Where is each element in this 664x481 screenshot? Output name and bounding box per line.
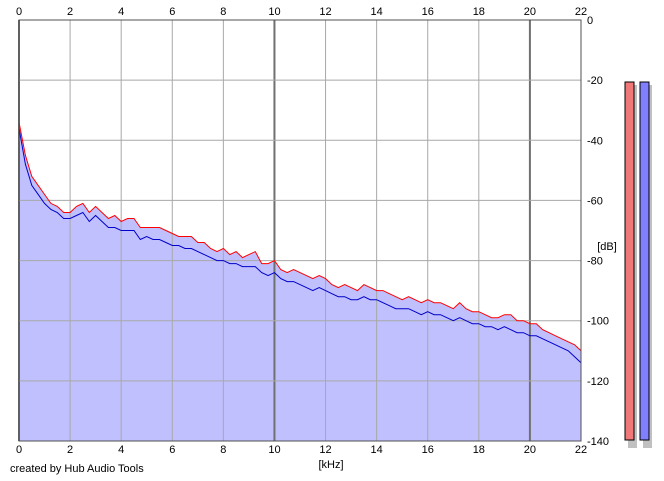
x-tick-label-top: 8 xyxy=(220,6,226,18)
x-tick-label-top: 2 xyxy=(67,6,73,18)
channel-level-meters xyxy=(624,81,652,448)
y-tick-label: -20 xyxy=(587,75,603,87)
x-tick-label-top: 18 xyxy=(473,6,485,18)
grid-lines xyxy=(18,19,582,442)
spectrum-area-fill xyxy=(19,122,581,441)
x-axis-label: [kHz] xyxy=(318,459,343,471)
x-axis-bottom-ticks: 0 2 4 6 8 10 12 14 16 18 20 22 xyxy=(16,444,587,456)
x-tick-label-top: 6 xyxy=(169,6,175,18)
plot-frame xyxy=(18,19,582,442)
spectrum-fill xyxy=(19,122,581,441)
x-axis-top-ticks: 0 2 4 6 8 10 12 14 16 18 20 22 xyxy=(16,6,587,18)
x-tick-label-bottom: 4 xyxy=(118,444,124,456)
x-tick-label-bottom: 10 xyxy=(268,444,280,456)
x-tick-label-bottom: 2 xyxy=(67,444,73,456)
x-tick-label-bottom: 20 xyxy=(524,444,536,456)
y-tick-label: -60 xyxy=(587,195,603,207)
x-tick-label-top: 0 xyxy=(16,6,22,18)
y-tick-label: -40 xyxy=(587,135,603,147)
channel-meter-1 xyxy=(624,81,635,441)
x-tick-label-top: 12 xyxy=(319,6,331,18)
y-axis-label: [dB] xyxy=(597,241,617,253)
series-line-2 xyxy=(18,128,582,364)
x-tick-label-top: 22 xyxy=(575,6,587,18)
series-lines xyxy=(18,122,582,364)
x-tick-label-bottom: 18 xyxy=(473,444,485,456)
x-tick-label-top: 10 xyxy=(268,6,280,18)
x-tick-label-bottom: 12 xyxy=(319,444,331,456)
channel-meter-2 xyxy=(639,81,650,441)
x-tick-label-bottom: 16 xyxy=(422,444,434,456)
x-tick-label-bottom: 6 xyxy=(169,444,175,456)
y-tick-label: -120 xyxy=(587,376,609,388)
x-tick-label-top: 4 xyxy=(118,6,124,18)
y-tick-label: -140 xyxy=(587,436,609,448)
x-tick-label-top: 20 xyxy=(524,6,536,18)
credit-text: created by Hub Audio Tools xyxy=(10,463,144,475)
y-tick-label: -100 xyxy=(587,316,609,328)
plot-border xyxy=(18,19,582,442)
x-tick-label-top: 14 xyxy=(371,6,383,18)
x-tick-label-bottom: 0 xyxy=(16,444,22,456)
y-axis-right-ticks: 0 -20 -40 -60 -80 -100 -120 -140 xyxy=(587,15,609,448)
x-tick-label-top: 16 xyxy=(422,6,434,18)
series-line-1 xyxy=(18,122,582,352)
y-tick-label: -80 xyxy=(587,256,603,268)
x-tick-label-bottom: 8 xyxy=(220,444,226,456)
x-tick-label-bottom: 14 xyxy=(371,444,383,456)
x-tick-label-bottom: 22 xyxy=(575,444,587,456)
y-tick-label: 0 xyxy=(587,15,593,27)
